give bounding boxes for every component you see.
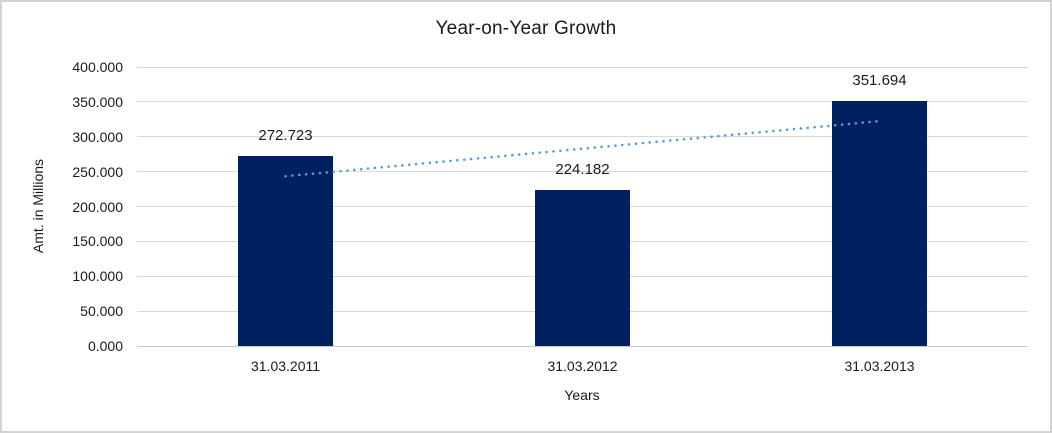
gridline xyxy=(137,66,1028,68)
trendline xyxy=(284,119,881,178)
y-tick-label: 250.000 xyxy=(72,163,123,180)
x-axis-line xyxy=(137,345,1028,347)
gridline xyxy=(137,101,1028,103)
y-tick-label: 0.000 xyxy=(87,338,123,354)
y-tick-label: 100.000 xyxy=(72,268,123,285)
bar-value-label: 272.723 xyxy=(258,126,313,144)
x-tick-label: 31.03.2013 xyxy=(844,358,915,374)
plot-area: 272.723 224.182 351.694 xyxy=(137,66,1028,347)
bar-value-label: 351.694 xyxy=(852,71,907,89)
chart-title: Year-on-Year Growth xyxy=(435,18,617,39)
y-tick-label: 400.000 xyxy=(72,59,123,75)
x-axis-title: Years xyxy=(564,387,600,403)
gridline xyxy=(137,136,1028,138)
bar-value-label: 224.182 xyxy=(555,160,610,178)
x-tick-label: 31.03.2011 xyxy=(250,358,321,374)
y-tick-label: 350.000 xyxy=(72,93,123,110)
x-tick-label: 31.03.2012 xyxy=(547,358,618,374)
y-tick-label: 50.000 xyxy=(80,303,123,320)
bar-31.03.2012 xyxy=(535,189,630,346)
y-tick-label: 200.000 xyxy=(72,198,123,215)
y-tick-label: 300.000 xyxy=(72,128,123,145)
gridline xyxy=(137,171,1028,173)
trendline-path xyxy=(284,119,881,178)
y-tick-label: 150.000 xyxy=(72,233,123,250)
bar-31.03.2013 xyxy=(832,100,927,346)
bar-31.03.2011 xyxy=(238,155,333,346)
